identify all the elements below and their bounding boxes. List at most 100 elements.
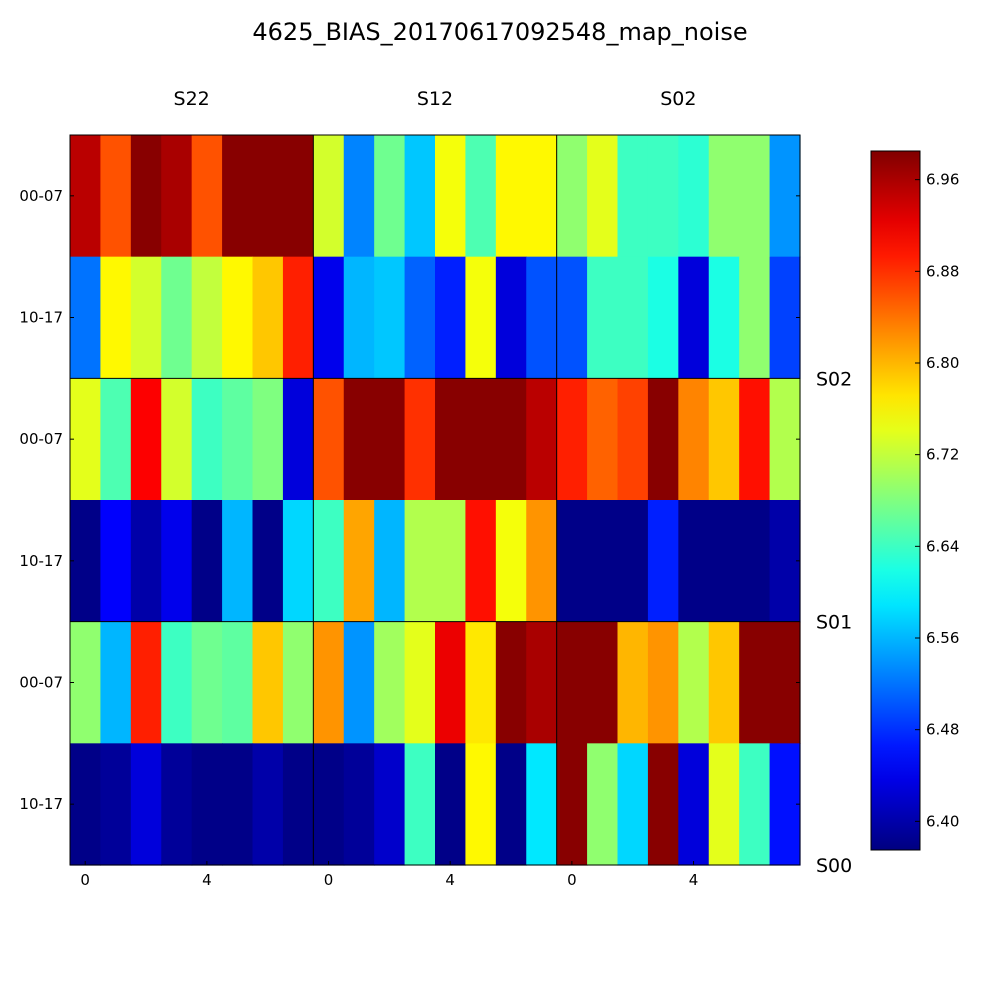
heatmap-cell bbox=[313, 621, 345, 744]
heatmap-cell bbox=[100, 135, 132, 258]
heatmap-cell bbox=[739, 256, 771, 379]
heatmap-cell bbox=[526, 500, 558, 623]
heatmap-cell bbox=[374, 743, 406, 866]
heatmap-cell bbox=[708, 256, 740, 379]
heatmap-cell bbox=[191, 621, 223, 744]
heatmap-cell bbox=[617, 256, 649, 379]
heatmap-cell bbox=[70, 135, 102, 258]
heatmap-cell bbox=[647, 500, 679, 623]
heatmap-cell bbox=[769, 500, 801, 623]
heatmap-cell bbox=[161, 135, 193, 258]
row-tick-label: 10-17 bbox=[19, 552, 63, 570]
heatmap-cell bbox=[282, 500, 314, 623]
x-tick-label: 4 bbox=[689, 871, 699, 889]
heatmap-cell bbox=[130, 500, 162, 623]
x-tick-label: 0 bbox=[567, 871, 577, 889]
heatmap-cell bbox=[435, 743, 467, 866]
heatmap-cell bbox=[313, 256, 345, 379]
row-tick-label: 10-17 bbox=[19, 309, 63, 327]
heatmap-cell bbox=[343, 256, 375, 379]
heatmap-cell bbox=[739, 743, 771, 866]
heatmap-cell bbox=[374, 621, 406, 744]
heatmap-cell bbox=[739, 378, 771, 501]
heatmap-cell bbox=[404, 135, 436, 258]
heatmap-cell bbox=[769, 135, 801, 258]
colorbar-tick-label: 6.48 bbox=[926, 721, 959, 739]
heatmap-cell bbox=[647, 378, 679, 501]
heatmap-cell bbox=[708, 743, 740, 866]
heatmap-cell bbox=[769, 256, 801, 379]
heatmap-cell bbox=[617, 378, 649, 501]
heatmap-cell bbox=[100, 378, 132, 501]
heatmap-cell bbox=[435, 378, 467, 501]
heatmap-cell bbox=[556, 621, 588, 744]
heatmap-cell bbox=[708, 621, 740, 744]
heatmap-cell bbox=[617, 500, 649, 623]
heatmap-cell bbox=[526, 378, 558, 501]
heatmap-cell bbox=[587, 256, 619, 379]
panel-separators bbox=[69, 134, 801, 866]
heatmap-cell bbox=[587, 135, 619, 258]
heatmap-cell bbox=[647, 743, 679, 866]
heatmap-cell bbox=[404, 500, 436, 623]
colorbar-tick-label: 6.64 bbox=[926, 537, 959, 555]
heatmap-cell bbox=[769, 621, 801, 744]
row-panel-label: S00 bbox=[816, 855, 852, 877]
heatmap-cell bbox=[465, 256, 497, 379]
heatmap-cell bbox=[343, 500, 375, 623]
heatmap-cell bbox=[343, 378, 375, 501]
heatmap-cell bbox=[191, 378, 223, 501]
heatmap-cell bbox=[313, 743, 345, 866]
heatmap-cell bbox=[70, 743, 102, 866]
heatmap-frame bbox=[69, 134, 801, 866]
heatmap-cell bbox=[556, 378, 588, 501]
heatmap-cell bbox=[587, 743, 619, 866]
heatmap-cell bbox=[495, 256, 527, 379]
heatmap-cell bbox=[161, 743, 193, 866]
heatmap-cell bbox=[556, 743, 588, 866]
heatmap-cell bbox=[70, 256, 102, 379]
heatmap-cell bbox=[222, 256, 254, 379]
heatmap-cell bbox=[587, 621, 619, 744]
heatmap-cell bbox=[739, 500, 771, 623]
heatmap-cell bbox=[495, 621, 527, 744]
heatmap-cell bbox=[678, 743, 710, 866]
heatmap-cell bbox=[191, 135, 223, 258]
row-tick-label: 00-07 bbox=[19, 430, 63, 448]
colorbar-tick-label: 6.96 bbox=[926, 171, 959, 189]
heatmap-cell bbox=[465, 500, 497, 623]
heatmap-cell bbox=[161, 621, 193, 744]
heatmap-cell bbox=[374, 135, 406, 258]
heatmap-cell bbox=[526, 621, 558, 744]
heatmap-cell bbox=[222, 378, 254, 501]
heatmap-cell bbox=[495, 378, 527, 501]
colorbar-tick-label: 6.56 bbox=[926, 629, 959, 647]
row-tick-label: 00-07 bbox=[19, 187, 63, 205]
heatmap-cell bbox=[556, 256, 588, 379]
heatmap-cell bbox=[343, 743, 375, 866]
column-panel-label: S12 bbox=[417, 88, 453, 110]
heatmap-cell bbox=[739, 621, 771, 744]
heatmap-cell bbox=[617, 621, 649, 744]
heatmap-cell bbox=[130, 621, 162, 744]
row-panel-label: S01 bbox=[816, 612, 852, 634]
heatmap-cell bbox=[191, 743, 223, 866]
colorbar-tick-label: 6.40 bbox=[926, 812, 959, 830]
heatmap-cell bbox=[495, 743, 527, 866]
row-tick-label: 00-07 bbox=[19, 674, 63, 692]
heatmap-cell bbox=[282, 256, 314, 379]
heatmap-cell bbox=[526, 743, 558, 866]
heatmap-cell bbox=[343, 135, 375, 258]
heatmap-cell bbox=[678, 378, 710, 501]
heatmap-cell bbox=[130, 135, 162, 258]
heatmap-cell bbox=[70, 621, 102, 744]
heatmap-cell bbox=[100, 256, 132, 379]
colorbar-tick-label: 6.72 bbox=[926, 446, 959, 464]
heatmap-cell bbox=[404, 256, 436, 379]
heatmap-cell bbox=[252, 743, 284, 866]
heatmap-cell bbox=[647, 621, 679, 744]
heatmap-cell bbox=[222, 135, 254, 258]
heatmap-cell bbox=[282, 135, 314, 258]
heatmap-cell bbox=[222, 621, 254, 744]
